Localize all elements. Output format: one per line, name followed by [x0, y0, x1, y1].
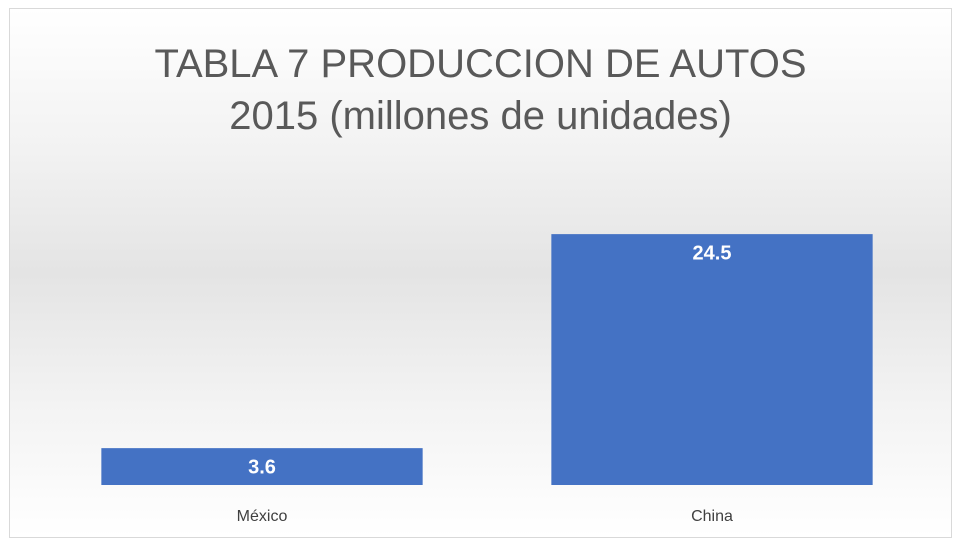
x-tick-label: México: [237, 508, 288, 525]
bar: [551, 234, 873, 485]
x-tick-label: China: [691, 508, 733, 525]
data-label: 24.5: [693, 242, 732, 264]
data-label: 3.6: [248, 456, 276, 478]
bar: [101, 448, 423, 485]
chart-title: TABLA 7 PRODUCCION DE AUTOS 2015 (millon…: [154, 42, 807, 138]
